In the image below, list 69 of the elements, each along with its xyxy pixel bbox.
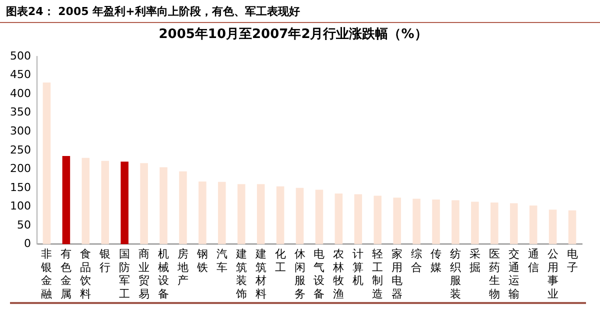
- x-tick-label: 轻工制造: [372, 248, 384, 300]
- bar: [62, 156, 70, 244]
- x-tick-label: 汽车: [216, 248, 228, 274]
- x-tick-label: 钢铁: [196, 248, 208, 274]
- x-tick-label: 采掘: [469, 248, 480, 274]
- bar: [471, 202, 479, 244]
- bar: [160, 167, 168, 244]
- bar: [315, 190, 324, 244]
- bar: [101, 160, 110, 244]
- y-tick-label: 150: [10, 180, 31, 194]
- bar: [179, 171, 187, 244]
- bar: [218, 182, 226, 244]
- chart-subtitle: 2005年10月至2007年2月行业涨跌幅（%）: [158, 27, 428, 42]
- x-tick-label: 综合: [411, 248, 422, 274]
- y-tick-label: 500: [10, 49, 31, 62]
- bar: [412, 198, 420, 244]
- x-tick-label: 非银金融: [40, 248, 52, 300]
- bar: [276, 186, 284, 244]
- bar: [568, 210, 576, 244]
- y-tick-label: 400: [10, 86, 31, 100]
- x-tick-label: 传媒: [430, 248, 442, 274]
- y-tick-label: 450: [10, 68, 31, 82]
- x-tick-label: 有色金属: [60, 248, 72, 300]
- x-tick-label: 电子: [566, 248, 578, 274]
- x-tick-label: 商业贸易: [138, 248, 150, 300]
- bar: [354, 194, 362, 244]
- y-tick-label: 0: [24, 237, 31, 250]
- y-tick-label: 250: [10, 143, 31, 156]
- bar: [490, 202, 498, 244]
- x-tick-label: 计算机: [352, 248, 364, 288]
- bar: [548, 210, 557, 244]
- x-tick-label: 建筑材料: [254, 248, 266, 300]
- bar: [120, 162, 128, 244]
- bar: [510, 203, 518, 244]
- bar: [237, 184, 246, 244]
- x-tick-label: 电气设备: [314, 248, 325, 300]
- bar: [198, 182, 206, 244]
- y-tick-label: 300: [10, 124, 31, 138]
- x-tick-label: 化工: [274, 248, 286, 274]
- x-tick-label: 银行: [98, 248, 111, 274]
- bar: [393, 198, 401, 244]
- x-tick-label: 通信: [528, 248, 539, 274]
- x-tick-label: 机械设备: [158, 248, 170, 300]
- x-tick-label: 农林牧渔: [332, 248, 344, 300]
- x-tick-label: 房地产: [176, 248, 188, 288]
- bar: [42, 82, 51, 244]
- bar: [82, 158, 90, 244]
- x-tick-label: 家用电器: [392, 248, 403, 300]
- x-tick-label: 公用事业: [547, 248, 558, 300]
- bar: [296, 188, 304, 244]
- y-tick-label: 350: [10, 106, 31, 119]
- bar: [140, 163, 148, 244]
- y-tick-label: 100: [10, 200, 31, 213]
- bar: [529, 206, 538, 244]
- x-tick-label: 医药生物: [488, 248, 500, 300]
- x-tick-label: 食品饮料: [79, 248, 92, 300]
- bar: [334, 194, 343, 244]
- bar: [374, 196, 382, 244]
- bar: [432, 200, 440, 244]
- chart-title: 图表24： 2005 年盈利+利率向上阶段，有色、军工表现好: [0, 0, 600, 23]
- x-tick-label: 建筑装饰: [234, 248, 247, 300]
- x-tick-label: 国防军工: [119, 248, 130, 300]
- x-tick-label: 休闲服务: [294, 248, 306, 300]
- bar: [256, 184, 265, 244]
- x-tick-label: 纺织服装: [450, 248, 461, 300]
- y-tick-label: 200: [10, 162, 31, 176]
- x-tick-label: 交通运输: [508, 248, 520, 300]
- y-tick-label: 50: [16, 218, 31, 232]
- bar: [452, 200, 460, 244]
